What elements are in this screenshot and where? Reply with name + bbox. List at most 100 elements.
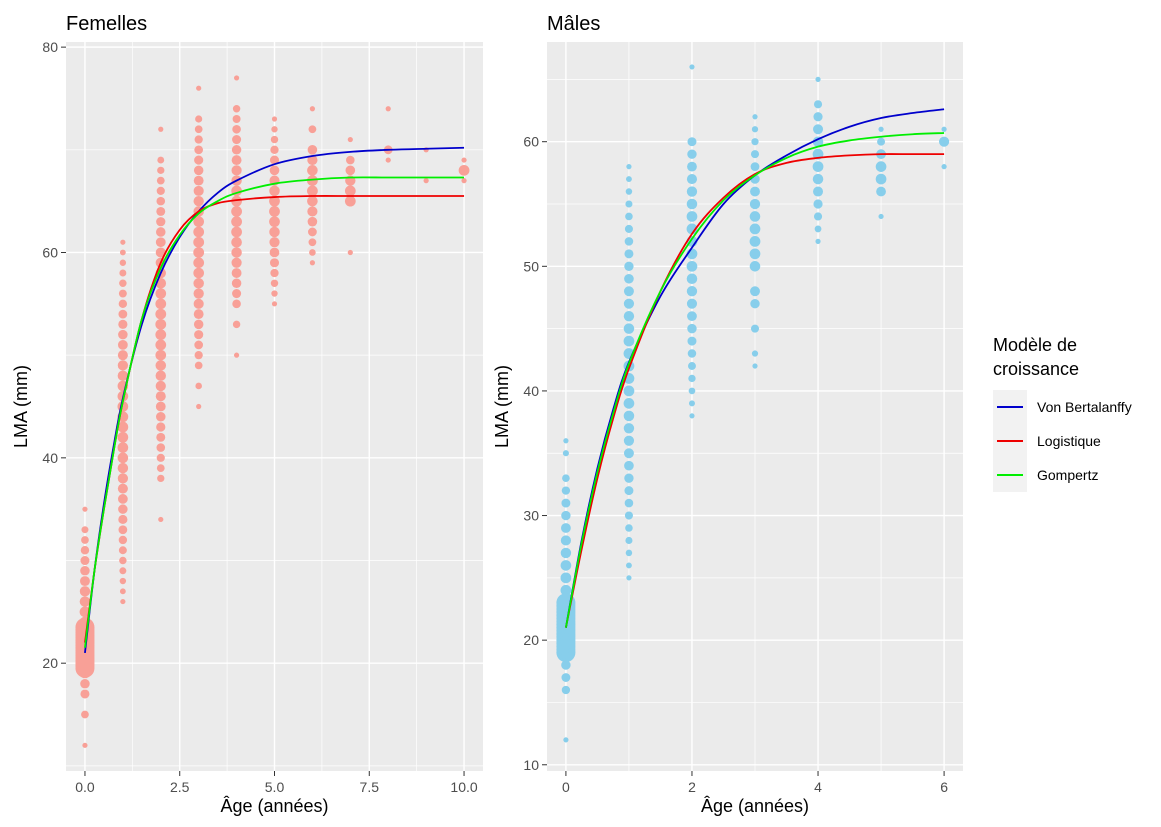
data-point — [347, 249, 353, 256]
data-point — [117, 340, 128, 350]
data-point — [232, 114, 241, 124]
data-point — [560, 535, 571, 546]
data-point — [750, 186, 760, 197]
data-point — [79, 596, 91, 607]
data-point — [385, 157, 391, 163]
data-point — [423, 178, 429, 184]
data-point — [157, 474, 165, 483]
data-point — [307, 185, 318, 197]
data-point — [812, 161, 824, 172]
data-point — [309, 260, 316, 266]
data-point — [232, 320, 241, 329]
data-point — [626, 164, 632, 170]
panel-title: Femelles — [66, 13, 147, 35]
data-point — [193, 216, 205, 228]
data-point — [688, 374, 696, 383]
data-point — [812, 136, 824, 147]
data-point — [194, 340, 204, 350]
data-point — [156, 227, 166, 237]
data-point — [232, 289, 242, 299]
y-tick-label: 30 — [523, 508, 539, 524]
data-point — [118, 525, 128, 535]
data-point — [194, 135, 203, 144]
data-point — [194, 145, 204, 155]
x-tick-label: 2.5 — [170, 779, 190, 795]
data-point — [878, 213, 884, 220]
data-point — [687, 336, 697, 346]
data-point — [750, 150, 760, 159]
data-point — [81, 710, 89, 719]
y-tick-label: 20 — [523, 632, 539, 648]
data-point — [750, 298, 760, 309]
data-point — [231, 226, 242, 238]
data-point — [156, 196, 166, 206]
curve-logistique — [565, 153, 945, 628]
data-point — [562, 450, 569, 457]
panel-title: Mâles — [547, 13, 600, 35]
data-point — [344, 195, 356, 207]
data-point — [118, 289, 127, 298]
data-point — [117, 462, 129, 474]
data-point — [686, 260, 698, 272]
data-point — [156, 432, 166, 442]
data-point — [120, 239, 126, 245]
data-point — [625, 524, 633, 532]
data-point — [307, 175, 318, 187]
data-point — [815, 76, 821, 82]
data-point — [623, 310, 635, 322]
data-point — [561, 486, 571, 495]
data-point — [158, 516, 164, 523]
data-point — [117, 421, 129, 433]
data-point — [196, 85, 202, 91]
data-point — [876, 186, 886, 197]
data-point — [749, 223, 761, 235]
data-point — [624, 473, 634, 483]
data-point — [269, 226, 280, 238]
data-point — [813, 112, 823, 122]
data-point — [117, 494, 128, 504]
data-point — [80, 689, 90, 699]
data-point — [686, 273, 698, 285]
data-point — [117, 431, 129, 443]
data-point — [686, 174, 698, 185]
data-point — [307, 145, 318, 155]
data-point — [157, 156, 165, 164]
data-point — [193, 257, 205, 269]
data-point — [623, 435, 635, 446]
data-point — [80, 678, 90, 689]
legend-label-von-bertalanffy: Von Bertalanffy — [1037, 399, 1132, 415]
legend-title-line1: Modèle de — [993, 335, 1077, 355]
data-point — [749, 261, 761, 272]
data-point — [623, 335, 635, 347]
data-point — [119, 588, 126, 595]
panel-femelles: Femelles 0.0 2.5 5.0 7.5 10.0 20 40 60 80 Âge (… — [11, 13, 483, 816]
data-point — [687, 349, 697, 358]
data-point — [155, 339, 167, 351]
data-point — [232, 135, 242, 145]
data-point — [752, 363, 758, 369]
data-point — [626, 176, 632, 183]
data-point — [155, 318, 167, 330]
data-point — [308, 125, 317, 134]
data-point — [749, 235, 761, 247]
data-point — [269, 195, 280, 207]
data-point-dense — [75, 617, 95, 637]
x-axis-ticks: 0.0 2.5 5.0 7.5 10.0 — [75, 771, 478, 795]
data-point — [231, 236, 242, 248]
curve-gompertz — [565, 132, 945, 628]
data-point — [626, 562, 632, 569]
y-tick-label: 40 — [42, 450, 58, 466]
x-tick-label: 6 — [940, 779, 948, 795]
data-point — [194, 361, 203, 370]
data-point — [155, 308, 167, 320]
data-point — [80, 556, 90, 566]
data-point — [233, 75, 240, 81]
data-point — [687, 362, 696, 370]
data-point — [269, 258, 280, 268]
data-point — [625, 549, 633, 557]
data-point — [156, 176, 165, 185]
data-point — [561, 673, 571, 682]
data-point — [232, 124, 241, 134]
data-point — [193, 278, 204, 289]
